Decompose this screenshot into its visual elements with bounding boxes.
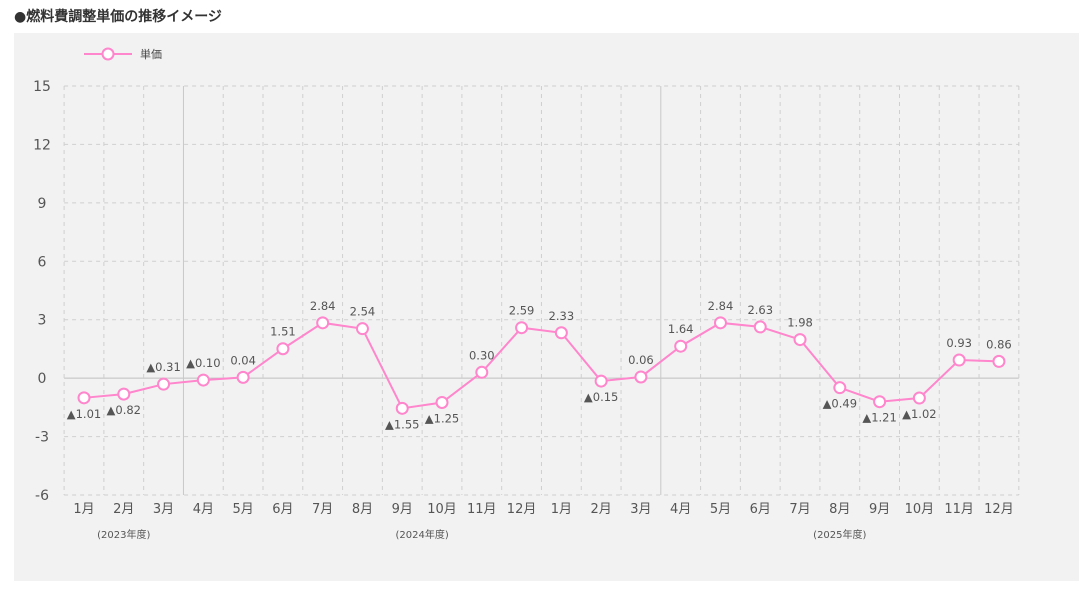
data-point bbox=[594, 374, 608, 388]
x-tick-label: 9月 bbox=[869, 502, 890, 517]
x-tick-label: 4月 bbox=[193, 502, 214, 517]
data-label: 2.54 bbox=[350, 305, 376, 319]
data-point bbox=[674, 339, 688, 353]
data-point bbox=[634, 370, 648, 384]
data-label: 2.33 bbox=[549, 309, 575, 323]
data-point bbox=[316, 316, 330, 330]
data-point bbox=[196, 373, 210, 387]
data-label: 1.98 bbox=[787, 316, 813, 330]
axis-labels: 15 12 9 6 3 0 -3 -6 1月 2月 3月 4月 5月 6月 7月 8月 9月 10月 11月 12月 1… bbox=[33, 79, 1014, 541]
x-tick-label: 1月 bbox=[551, 502, 572, 517]
data-label: 0.04 bbox=[230, 353, 256, 367]
data-label: ▲0.82 bbox=[107, 403, 141, 417]
data-label: ▲1.55 bbox=[385, 417, 419, 431]
data-label: ▲1.21 bbox=[862, 411, 896, 425]
data-label: 0.06 bbox=[628, 353, 654, 367]
page-title: ●燃料費調整単価の推移イメージ bbox=[14, 9, 222, 25]
x-tick-label: 12月 bbox=[984, 502, 1014, 517]
data-point bbox=[793, 333, 807, 347]
data-label: 1.64 bbox=[668, 322, 694, 336]
x-tick-label: 2月 bbox=[113, 502, 134, 517]
chart-panel: 15 12 9 6 3 0 -3 -6 1月 2月 3月 4月 5月 6月 7月 8月 9月 10月 11月 12月 1… bbox=[14, 33, 1079, 581]
x-tick-label: 10月 bbox=[427, 502, 457, 517]
data-label: 2.84 bbox=[310, 299, 336, 313]
x-tick-label: 5月 bbox=[710, 502, 731, 517]
data-point bbox=[236, 370, 250, 384]
x-tick-label: 5月 bbox=[232, 502, 253, 517]
x-tick-label: 3月 bbox=[153, 502, 174, 517]
x-tick-label: 6月 bbox=[750, 502, 771, 517]
y-tick-label: 9 bbox=[38, 196, 47, 212]
data-point bbox=[435, 395, 449, 409]
data-point bbox=[554, 326, 568, 340]
x-tick-label: 11月 bbox=[944, 502, 974, 517]
y-tick-label: 0 bbox=[38, 371, 47, 387]
x-tick-label: 8月 bbox=[352, 502, 373, 517]
fiscal-year-label: (2023年度) bbox=[97, 528, 150, 541]
data-points bbox=[77, 316, 1006, 415]
data-label: 2.63 bbox=[747, 303, 773, 317]
y-tick-label: -3 bbox=[35, 430, 49, 446]
x-tick-label: 7月 bbox=[312, 502, 333, 517]
data-point bbox=[475, 365, 489, 379]
data-point bbox=[515, 321, 529, 335]
data-label: ▲0.31 bbox=[146, 360, 180, 374]
series-line bbox=[83, 321, 999, 410]
data-point bbox=[77, 391, 91, 405]
data-point bbox=[992, 354, 1006, 368]
x-tick-label: 10月 bbox=[905, 502, 935, 517]
data-point bbox=[952, 353, 966, 367]
data-label: 2.84 bbox=[708, 299, 734, 313]
y-tick-label: 12 bbox=[33, 137, 51, 153]
data-point bbox=[355, 322, 369, 336]
y-tick-label: 15 bbox=[33, 79, 51, 95]
x-tick-label: 6月 bbox=[272, 502, 293, 517]
data-point bbox=[117, 387, 131, 401]
data-label: ▲0.15 bbox=[584, 390, 618, 404]
x-tick-label: 2月 bbox=[590, 502, 611, 517]
data-point bbox=[395, 401, 409, 415]
x-tick-label: 3月 bbox=[630, 502, 651, 517]
fuel-cost-adjustment-chart: 15 12 9 6 3 0 -3 -6 1月 2月 3月 4月 5月 6月 7月 8月 9月 10月 11月 12月 1… bbox=[33, 47, 1020, 541]
y-tick-label: 6 bbox=[38, 254, 47, 270]
data-label: ▲1.01 bbox=[67, 407, 101, 421]
x-tick-label: 1月 bbox=[73, 502, 94, 517]
x-tick-label: 7月 bbox=[789, 502, 810, 517]
fiscal-year-label: (2025年度) bbox=[813, 528, 866, 541]
legend-marker bbox=[101, 47, 115, 61]
x-tick-label: 4月 bbox=[670, 502, 691, 517]
data-point bbox=[912, 391, 926, 405]
data-label: ▲0.49 bbox=[823, 397, 857, 411]
x-tick-label: 12月 bbox=[507, 502, 537, 517]
data-label: 0.86 bbox=[986, 337, 1012, 351]
data-label: ▲1.25 bbox=[425, 411, 459, 425]
data-labels: ▲1.01 ▲0.82 ▲0.31 ▲0.10 0.04 1.51 2.84 2.54 ▲1.5… bbox=[67, 299, 1012, 432]
data-point bbox=[833, 381, 847, 395]
data-label: 0.93 bbox=[946, 336, 972, 350]
y-tick-label: -6 bbox=[35, 488, 49, 504]
x-tick-label: 9月 bbox=[392, 502, 413, 517]
data-label: ▲1.02 bbox=[902, 407, 936, 421]
legend-label: 単価 bbox=[140, 47, 162, 61]
grid-lines bbox=[63, 85, 1020, 496]
fiscal-year-label: (2024年度) bbox=[395, 528, 448, 541]
legend: 単価 bbox=[84, 47, 162, 61]
data-point bbox=[713, 316, 727, 330]
x-tick-label: 8月 bbox=[829, 502, 850, 517]
data-point bbox=[276, 342, 290, 356]
data-point bbox=[873, 395, 887, 409]
x-tick-label: 11月 bbox=[467, 502, 497, 517]
data-point bbox=[753, 320, 767, 334]
data-point bbox=[157, 377, 171, 391]
data-label: 0.30 bbox=[469, 348, 495, 362]
y-tick-label: 3 bbox=[38, 313, 47, 329]
data-label: 1.51 bbox=[270, 325, 296, 339]
series-line-layer bbox=[83, 321, 999, 410]
data-label: ▲0.10 bbox=[186, 356, 220, 370]
data-label: 2.59 bbox=[509, 304, 535, 318]
